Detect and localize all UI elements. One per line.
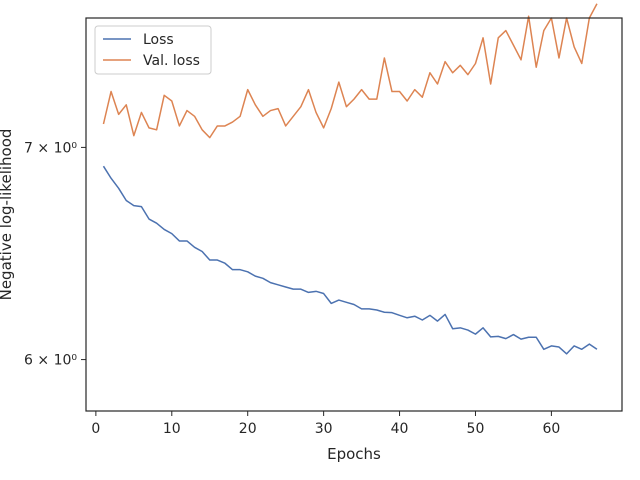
y-axis-ticks: 6 × 10⁰ 7 × 10⁰ bbox=[24, 140, 86, 369]
x-tick-label: 20 bbox=[239, 421, 257, 437]
x-tick-label: 30 bbox=[315, 421, 333, 437]
legend: Loss Val. loss bbox=[94, 25, 212, 75]
x-tick-label: 10 bbox=[163, 421, 181, 437]
legend-label: Val. loss bbox=[143, 53, 200, 69]
x-tick-label: 50 bbox=[467, 421, 485, 437]
x-tick-label: 60 bbox=[542, 421, 560, 437]
x-tick-label: 40 bbox=[391, 421, 409, 437]
axes-frame bbox=[85, 17, 623, 412]
x-tick-label: 0 bbox=[91, 421, 100, 437]
series-line-loss bbox=[102, 165, 598, 355]
y-tick-label: 7 × 10⁰ bbox=[24, 140, 77, 156]
x-axis-ticks: 0 10 20 30 40 50 60 bbox=[91, 411, 560, 437]
x-axis-label: Epochs bbox=[327, 445, 381, 463]
y-axis-label: Negative log-likelihood bbox=[0, 129, 15, 301]
legend-label: Loss bbox=[143, 32, 174, 48]
legend-box bbox=[94, 25, 212, 75]
series-line-val-loss bbox=[102, 3, 598, 139]
y-tick-label: 6 × 10⁰ bbox=[24, 353, 77, 369]
plot-area bbox=[102, 3, 598, 355]
